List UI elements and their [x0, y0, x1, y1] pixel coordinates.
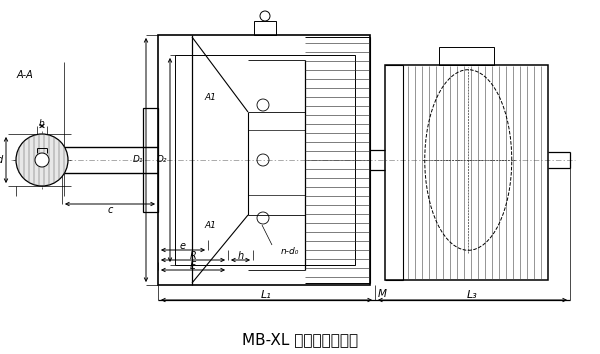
Text: c: c	[107, 205, 113, 215]
Text: R: R	[190, 251, 196, 261]
Bar	[143, 108, 158, 212]
Text: M: M	[378, 289, 387, 299]
Bar	[254, 21, 276, 35]
Text: h: h	[238, 251, 244, 261]
Text: MB-XL 组合型变减速器: MB-XL 组合型变减速器	[242, 332, 358, 348]
Text: e: e	[180, 241, 186, 251]
Text: A1: A1	[204, 221, 216, 229]
Bar	[175, 55, 355, 265]
Bar	[385, 65, 548, 280]
Text: n-d₀: n-d₀	[281, 247, 299, 257]
Text: D₂: D₂	[157, 155, 167, 165]
Bar	[158, 35, 370, 285]
Text: D₁: D₁	[133, 155, 143, 165]
Circle shape	[35, 153, 49, 167]
Bar	[439, 47, 494, 65]
Text: L₁: L₁	[261, 290, 272, 300]
Text: d: d	[0, 155, 3, 165]
Text: L₃: L₃	[467, 290, 478, 300]
Text: E: E	[190, 261, 196, 271]
Text: A1: A1	[204, 92, 216, 102]
Circle shape	[16, 134, 68, 186]
Text: A-A: A-A	[17, 70, 34, 80]
Text: b: b	[39, 119, 45, 127]
